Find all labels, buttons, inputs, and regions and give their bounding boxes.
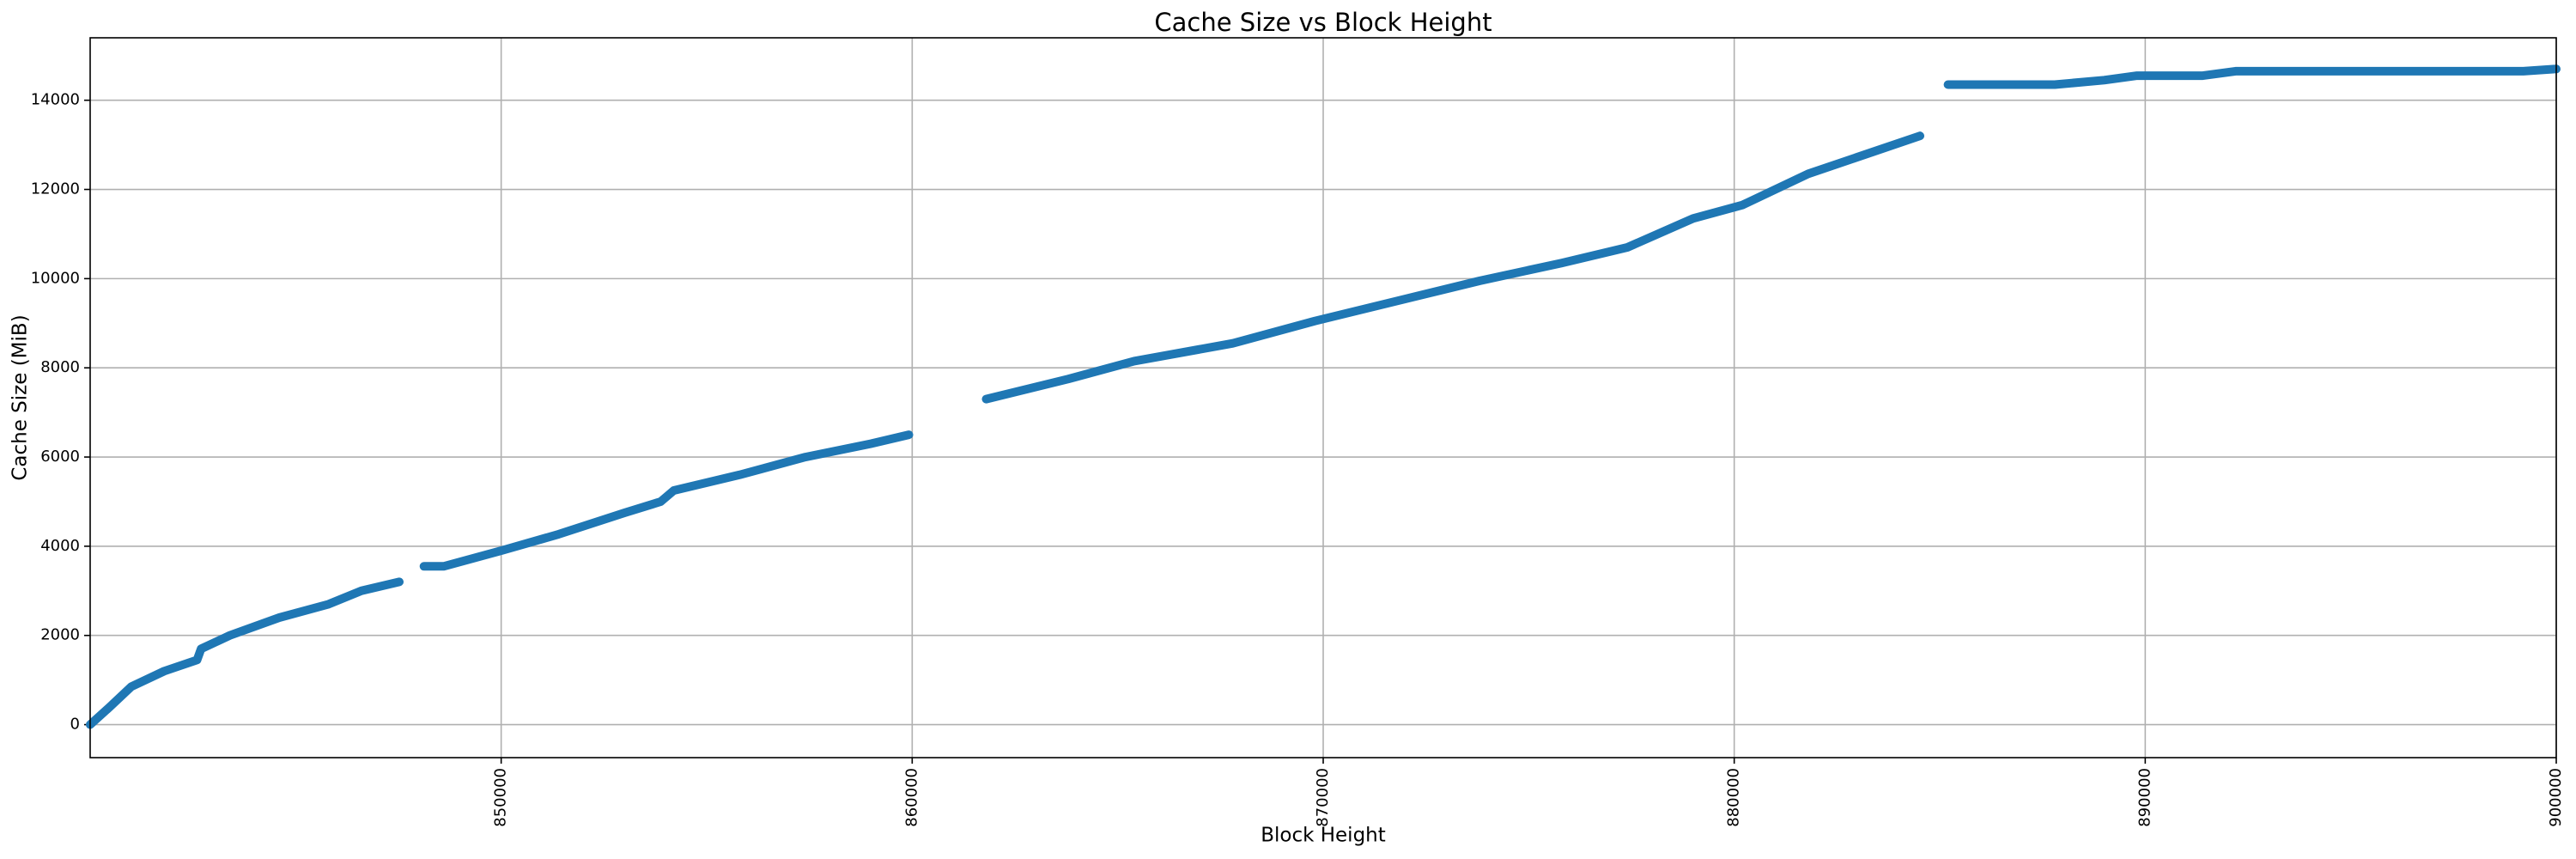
plot-frame: [89, 37, 2557, 758]
y-tick-label: 4000: [40, 537, 80, 555]
y-tick-label: 6000: [40, 448, 80, 466]
x-tick-label: 850000: [492, 768, 510, 827]
y-tick-label: 0: [70, 716, 80, 734]
data-line: [86, 64, 2561, 729]
y-tick-label: 14000: [31, 91, 80, 109]
x-tick-label: 860000: [902, 768, 920, 827]
x-tick-label: 900000: [2547, 768, 2565, 827]
chart-title: Cache Size vs Block Height: [1154, 8, 1492, 37]
y-tick-label: 12000: [31, 180, 80, 198]
y-tick-label: 2000: [40, 626, 80, 644]
x-tick-label: 870000: [1314, 768, 1332, 827]
x-tick-label: 880000: [1725, 768, 1743, 827]
y-tick-label: 8000: [40, 358, 80, 376]
x-axis-label: Block Height: [1261, 825, 1386, 847]
y-tick-label: 10000: [31, 269, 80, 287]
y-axis-label: Cache Size (MiB): [9, 314, 32, 480]
x-tick-label: 890000: [2136, 768, 2154, 827]
